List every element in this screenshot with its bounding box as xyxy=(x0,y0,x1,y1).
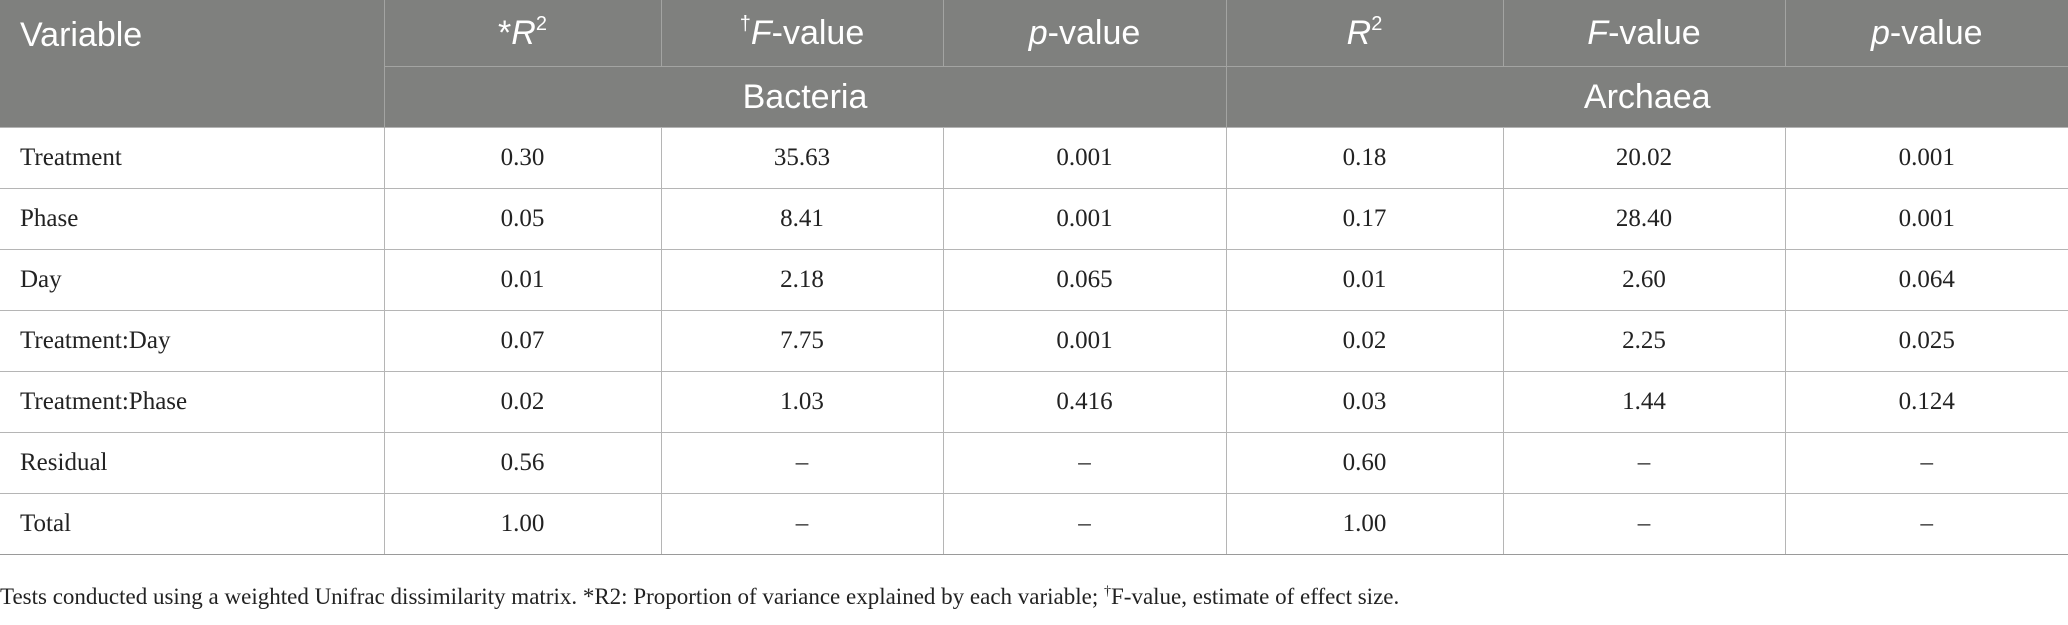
p-letter: p xyxy=(1028,13,1048,52)
cell-bacteria-p: 0.001 xyxy=(942,188,1227,250)
cell-archaea-r2: 0.01 xyxy=(1225,249,1504,311)
header-archaea-p: p-value xyxy=(1784,0,2068,67)
cell-bacteria-p: – xyxy=(942,432,1227,494)
p-suffix: -value xyxy=(1889,13,1983,52)
f-suffix: -value xyxy=(1608,13,1701,52)
cell-bacteria-f: – xyxy=(660,432,944,494)
group-bacteria: Bacteria xyxy=(383,66,1227,128)
table-footnote: Tests conducted using a weighted Unifrac… xyxy=(0,584,1399,610)
permanova-table: Variable *R2 †F-value p-value R2 F-value… xyxy=(0,0,2068,555)
table-container: Variable *R2 †F-value p-value R2 F-value… xyxy=(0,0,2068,555)
cell-archaea-r2: 0.02 xyxy=(1225,310,1504,372)
cell-archaea-p: 0.124 xyxy=(1784,371,2068,433)
cell-bacteria-p: 0.001 xyxy=(942,127,1227,189)
cell-archaea-f: 2.60 xyxy=(1502,249,1786,311)
cell-archaea-r2: 0.60 xyxy=(1225,432,1504,494)
cell-variable: Residual xyxy=(0,432,385,494)
table-header: Variable *R2 †F-value p-value R2 F-value… xyxy=(0,0,2068,128)
cell-bacteria-f: 1.03 xyxy=(660,371,944,433)
header-bacteria-f: †F-value xyxy=(660,0,944,67)
table-row: Day 0.01 2.18 0.065 0.01 2.60 0.064 xyxy=(0,249,2068,311)
cell-archaea-p: 0.001 xyxy=(1784,188,2068,250)
cell-bacteria-r2: 0.07 xyxy=(383,310,662,372)
group-archaea: Archaea xyxy=(1225,66,2068,128)
table-row: Treatment:Day 0.07 7.75 0.001 0.02 2.25 0.025 xyxy=(0,310,2068,372)
cell-bacteria-r2: 0.30 xyxy=(383,127,662,189)
footnote-text: Tests conducted using a weighted Unifrac… xyxy=(0,584,1104,609)
table-row: Phase 0.05 8.41 0.001 0.17 28.40 0.001 xyxy=(0,188,2068,250)
cell-archaea-p: – xyxy=(1784,432,2068,494)
cell-variable: Treatment:Day xyxy=(0,310,385,372)
f-suffix: -value xyxy=(771,13,865,52)
cell-bacteria-r2: 0.01 xyxy=(383,249,662,311)
table-row: Treatment 0.30 35.63 0.001 0.18 20.02 0.001 xyxy=(0,127,2068,189)
cell-archaea-p: 0.001 xyxy=(1784,127,2068,189)
cell-bacteria-p: 0.065 xyxy=(942,249,1227,311)
footnote-dagger: † xyxy=(1104,584,1111,599)
cell-archaea-f: 1.44 xyxy=(1502,371,1786,433)
f-marker: † xyxy=(739,12,751,35)
p-suffix: -value xyxy=(1047,13,1141,52)
table-row: Residual 0.56– –0.60– – xyxy=(0,432,2068,494)
cell-bacteria-r2: 1.00 xyxy=(383,493,662,555)
cell-archaea-f: 20.02 xyxy=(1502,127,1786,189)
cell-variable: Treatment xyxy=(0,127,385,189)
f-letter: F xyxy=(1587,13,1609,52)
cell-archaea-p: 0.064 xyxy=(1784,249,2068,311)
cell-archaea-r2: 0.17 xyxy=(1225,188,1504,250)
cell-archaea-r2: 0.03 xyxy=(1225,371,1504,433)
cell-archaea-p: – xyxy=(1784,493,2068,555)
cell-bacteria-p: 0.416 xyxy=(942,371,1227,433)
cell-bacteria-r2: 0.02 xyxy=(383,371,662,433)
header-bacteria-p: p-value xyxy=(942,0,1227,67)
cell-bacteria-r2: 0.56 xyxy=(383,432,662,494)
r2-letter: R xyxy=(511,13,536,52)
cell-archaea-f: – xyxy=(1502,432,1786,494)
cell-variable: Phase xyxy=(0,188,385,250)
table-row: Total 1.00– –1.00– – xyxy=(0,493,2068,555)
cell-bacteria-p: 0.001 xyxy=(942,310,1227,372)
cell-archaea-f: 2.25 xyxy=(1502,310,1786,372)
header-bacteria-r2: *R2 xyxy=(383,0,662,67)
cell-archaea-r2: 0.18 xyxy=(1225,127,1504,189)
header-archaea-f: F-value xyxy=(1502,0,1786,67)
cell-archaea-r2: 1.00 xyxy=(1225,493,1504,555)
header-archaea-r2: R2 xyxy=(1225,0,1504,67)
cell-variable: Treatment:Phase xyxy=(0,371,385,433)
f-letter: F xyxy=(750,13,772,52)
table-body: Treatment 0.30 35.63 0.001 0.18 20.02 0.001 Pha… xyxy=(0,127,2068,555)
cell-variable: Day xyxy=(0,249,385,311)
cell-archaea-p: 0.025 xyxy=(1784,310,2068,372)
table-row: Treatment:Phase 0.02 1.03 0.416 0.03 1.44 0.12… xyxy=(0,371,2068,433)
cell-bacteria-f: 8.41 xyxy=(660,188,944,250)
cell-bacteria-r2: 0.05 xyxy=(383,188,662,250)
r2-marker: * xyxy=(498,13,512,52)
cell-bacteria-f: 7.75 xyxy=(660,310,944,372)
r2-letter: R xyxy=(1346,13,1372,52)
cell-archaea-f: – xyxy=(1502,493,1786,555)
cell-bacteria-f: 35.63 xyxy=(660,127,944,189)
footnote-text-end: F-value, estimate of effect size. xyxy=(1111,584,1400,609)
cell-bacteria-p: – xyxy=(942,493,1227,555)
cell-archaea-f: 28.40 xyxy=(1502,188,1786,250)
cell-bacteria-f: – xyxy=(660,493,944,555)
r2-superscript: 2 xyxy=(1371,12,1383,35)
cell-bacteria-f: 2.18 xyxy=(660,249,944,311)
r2-superscript: 2 xyxy=(535,12,547,35)
p-letter: p xyxy=(1870,13,1890,52)
cell-variable: Total xyxy=(0,493,385,555)
header-variable: Variable xyxy=(0,0,385,128)
